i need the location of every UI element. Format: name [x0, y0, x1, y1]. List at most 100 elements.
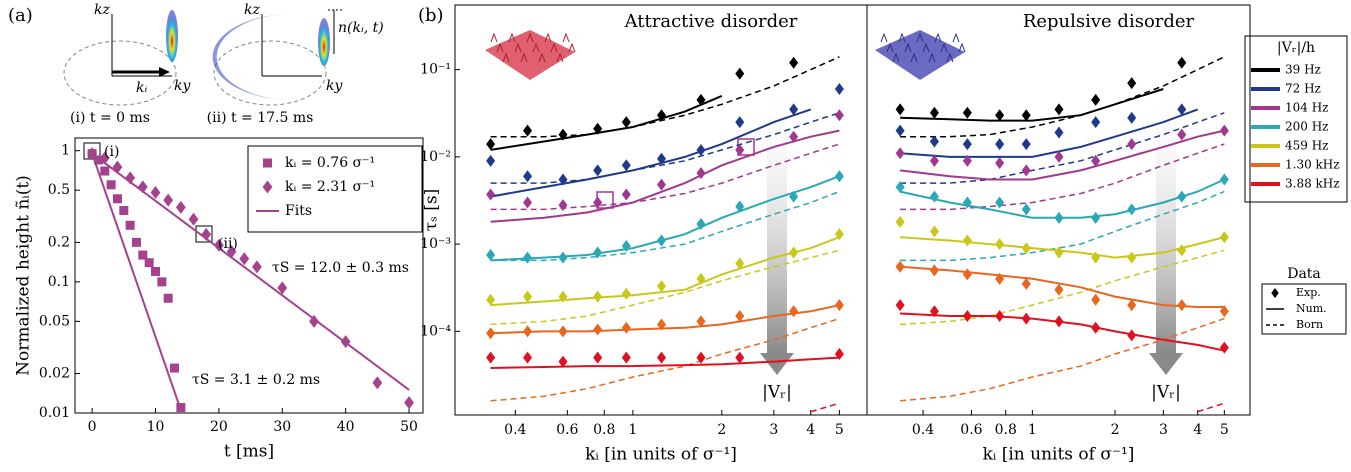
data-point — [113, 161, 123, 174]
surface-texture — [953, 34, 959, 42]
data-point — [1220, 342, 1229, 354]
data-point — [1127, 329, 1136, 341]
data-point — [1054, 284, 1063, 296]
data-point — [593, 352, 602, 364]
y-tick-label: 0.05 — [39, 313, 70, 329]
data-point — [930, 107, 939, 119]
inset-shell — [214, 41, 326, 105]
data-point — [622, 322, 631, 334]
data-point — [404, 396, 414, 409]
panel-label: (a) — [8, 5, 33, 26]
data-point — [252, 260, 262, 273]
data-point — [995, 310, 1004, 322]
data-point — [622, 189, 631, 201]
data-point — [125, 171, 135, 184]
data-point — [963, 234, 972, 246]
x-tick-label: 0.4 — [504, 422, 526, 438]
x-tick-label: 3 — [1159, 422, 1168, 438]
data-point — [995, 157, 1004, 169]
data-point — [835, 170, 844, 182]
born-line — [811, 403, 840, 412]
x-tick-label: 10 — [147, 419, 165, 435]
data-point — [789, 247, 798, 259]
x-tick-label: 0.8 — [593, 422, 615, 438]
x-tick-label: 0 — [88, 419, 97, 435]
data-point — [622, 116, 631, 128]
data-point — [896, 125, 905, 137]
data-point — [789, 57, 798, 69]
panel-title: Repulsive disorder — [1023, 11, 1195, 32]
data-point — [622, 288, 631, 300]
data-point — [486, 155, 495, 167]
data-point — [835, 299, 844, 311]
inset-caption: (ii) t = 17.5 ms — [207, 110, 314, 126]
data-point — [100, 167, 109, 176]
legend-marker — [263, 159, 272, 168]
fit-line — [92, 154, 181, 411]
x-tick-label: 5 — [835, 422, 844, 438]
data-point — [113, 194, 122, 203]
data-point — [486, 352, 495, 364]
y-tick-label: 0.02 — [39, 366, 70, 382]
num-line — [491, 131, 840, 222]
data-point — [657, 179, 666, 191]
data-point — [995, 238, 1004, 250]
data-point — [1127, 203, 1136, 215]
data-point — [657, 352, 666, 364]
data-point — [735, 352, 744, 364]
born-line — [491, 113, 840, 183]
annotation: τS = 3.1 ± 0.2 ms — [192, 372, 320, 388]
x-tick-label: 2 — [1111, 422, 1120, 438]
legend-label: Born — [1296, 318, 1323, 331]
data-point — [523, 252, 532, 264]
inset-crescent — [213, 14, 292, 100]
data-point — [1054, 127, 1063, 139]
data-point — [963, 268, 972, 280]
data-point — [1054, 247, 1063, 259]
data-point — [1177, 191, 1186, 203]
data-point — [1177, 299, 1186, 311]
data-point — [523, 352, 532, 364]
data-point — [896, 261, 905, 273]
annotation: τS = 12.0 ± 0.3 ms — [272, 260, 409, 276]
legend-label: Fits — [285, 203, 312, 219]
data-point — [1177, 129, 1186, 141]
legend-label: 104 Hz — [1285, 101, 1329, 115]
data-point — [1091, 94, 1100, 106]
data-point — [593, 324, 602, 336]
vr-arrow — [767, 85, 787, 353]
data-point — [132, 238, 141, 247]
data-point — [372, 376, 382, 389]
data-point — [151, 186, 161, 199]
data-point — [735, 116, 744, 128]
data-point — [789, 305, 798, 317]
x-tick-label: 20 — [210, 419, 228, 435]
data-point — [1127, 77, 1136, 89]
data-point — [1127, 138, 1136, 150]
data-point — [995, 196, 1004, 208]
data-point — [835, 109, 844, 121]
data-point — [930, 264, 939, 276]
legend-label: Num. — [1296, 302, 1327, 315]
y-tick-label: 10⁻⁴ — [420, 323, 451, 339]
x-tick-label: 5 — [1220, 422, 1229, 438]
x-tick-label: 40 — [337, 419, 355, 435]
legend-label: 459 Hz — [1285, 139, 1329, 153]
data-point — [189, 213, 199, 226]
data-point — [593, 164, 602, 176]
x-tick-label: 0.4 — [912, 422, 934, 438]
data-point — [1091, 116, 1100, 128]
data-point — [119, 206, 128, 215]
data-point — [1091, 212, 1100, 224]
legend-label: kᵢ = 0.76 σ⁻¹ — [285, 155, 375, 171]
data-point — [157, 277, 166, 286]
y-tick-label: 0.2 — [48, 234, 70, 250]
data-point — [1022, 242, 1031, 254]
inset-label: n(kᵢ, t) — [338, 20, 384, 36]
arrow-label: |Vᵣ| — [762, 383, 792, 403]
panel-label: (b) — [418, 5, 444, 26]
data-point — [1127, 112, 1136, 124]
data-point — [176, 201, 186, 214]
y-tick-label: 10⁻¹ — [420, 62, 451, 78]
data-point — [486, 138, 495, 150]
